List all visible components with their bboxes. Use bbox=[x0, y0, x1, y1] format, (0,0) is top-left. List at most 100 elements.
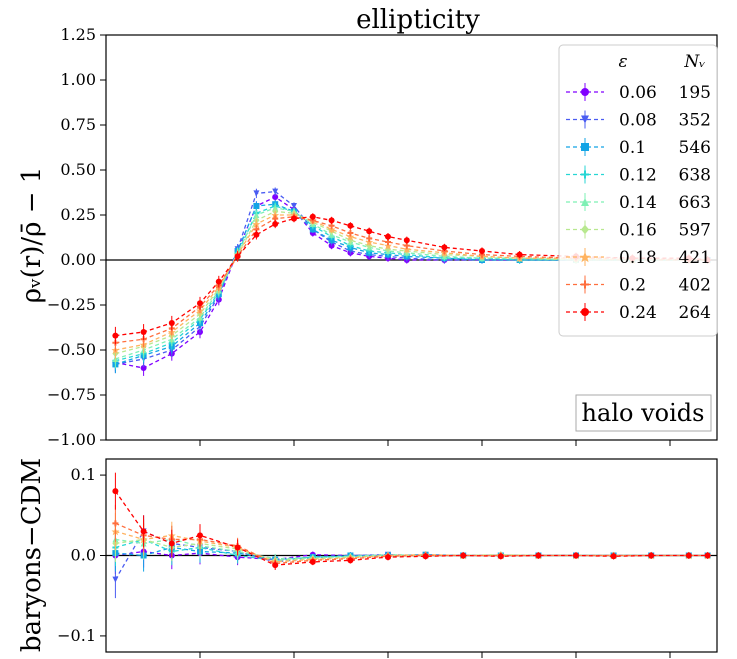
legend-eps: 0.06 bbox=[619, 83, 657, 103]
legend-n: 195 bbox=[679, 83, 711, 103]
annotation-text: halo voids bbox=[582, 399, 705, 427]
data-point bbox=[573, 552, 579, 559]
legend-n: 352 bbox=[679, 111, 711, 131]
data-point bbox=[648, 552, 655, 559]
data-point bbox=[112, 576, 119, 583]
bottom-y-axis-label: baryons−CDM bbox=[17, 458, 47, 652]
data-point bbox=[215, 278, 222, 285]
data-point bbox=[291, 215, 297, 222]
legend-marker bbox=[581, 88, 589, 96]
legend-eps: 0.08 bbox=[619, 111, 657, 131]
data-point bbox=[385, 554, 391, 561]
legend-marker bbox=[581, 224, 589, 235]
legend-entry: 0.18 421 bbox=[566, 248, 711, 268]
chart-title: ellipticity bbox=[356, 5, 480, 35]
data-point bbox=[112, 332, 119, 339]
y-tick-label: 1.25 bbox=[60, 25, 96, 44]
y-tick-label: −0.75 bbox=[47, 385, 96, 404]
legend-marker bbox=[581, 280, 589, 289]
data-point bbox=[479, 248, 485, 254]
data-point bbox=[272, 188, 279, 195]
top-y-axis-label: ρᵥ(r)/ρ̄ − 1 bbox=[17, 167, 47, 304]
data-point bbox=[535, 552, 542, 559]
legend-eps: 0.18 bbox=[619, 248, 657, 268]
legend-eps: 0.1 bbox=[619, 138, 646, 158]
data-point bbox=[403, 237, 410, 244]
data-point bbox=[328, 217, 335, 224]
data-point bbox=[197, 532, 203, 539]
data-point bbox=[497, 553, 504, 560]
data-point bbox=[422, 553, 429, 560]
legend-n: 597 bbox=[679, 221, 711, 241]
data-point bbox=[253, 203, 260, 209]
legend-marker bbox=[581, 198, 589, 206]
data-point bbox=[704, 552, 711, 559]
data-point bbox=[272, 562, 279, 569]
data-point bbox=[253, 212, 260, 218]
data-point bbox=[309, 558, 316, 565]
legend-n: 546 bbox=[679, 138, 711, 158]
data-point bbox=[234, 253, 241, 260]
legend-eps: 0.2 bbox=[619, 276, 646, 296]
legend-marker bbox=[581, 308, 589, 316]
data-point bbox=[291, 203, 297, 209]
bottom-y-axis: −0.1 0.0 0.1 bbox=[57, 465, 106, 645]
data-point bbox=[272, 194, 279, 200]
data-point bbox=[347, 557, 354, 564]
y-tick-label: 1.00 bbox=[60, 70, 96, 89]
series-line bbox=[115, 216, 708, 337]
y-tick-label: 0.00 bbox=[60, 250, 96, 269]
legend-n: 402 bbox=[679, 276, 711, 296]
series-line bbox=[115, 530, 708, 563]
y-tick-label: 0.50 bbox=[60, 160, 96, 179]
data-point bbox=[366, 228, 373, 235]
data-point bbox=[516, 251, 523, 258]
data-point bbox=[140, 329, 147, 335]
data-point bbox=[272, 221, 279, 227]
y-tick-label: −0.25 bbox=[47, 295, 96, 314]
series-line bbox=[115, 210, 708, 355]
legend-entry: 0.24 264 bbox=[566, 303, 711, 323]
series-line bbox=[115, 203, 708, 366]
series-line bbox=[115, 214, 708, 351]
legend-entries: 0.06 195 0.08 352 0.1 546 0.12 638 0.14 663 0.16 59… bbox=[566, 83, 711, 323]
data-point bbox=[252, 220, 261, 228]
legend-entry: 0.12 638 bbox=[566, 165, 711, 186]
annotation-box: halo voids bbox=[575, 394, 712, 432]
legend-n: 638 bbox=[679, 166, 711, 186]
legend-eps: 0.14 bbox=[619, 193, 657, 213]
series-line bbox=[115, 216, 708, 344]
data-point bbox=[112, 488, 119, 495]
data-point bbox=[610, 553, 617, 560]
data-point bbox=[253, 231, 260, 238]
legend-n: 421 bbox=[679, 248, 711, 268]
bottom-panel: −0.1 0.0 0.1 baryons−CDM bbox=[17, 458, 718, 658]
legend-marker bbox=[581, 115, 589, 124]
y-tick-label: 0.75 bbox=[60, 115, 96, 134]
bottom-plot-frame bbox=[105, 458, 718, 653]
bottom-x-axis bbox=[199, 652, 671, 658]
y-tick-label: −1.00 bbox=[47, 430, 96, 449]
data-point bbox=[366, 235, 373, 242]
legend-header-n: Nᵥ bbox=[683, 52, 705, 72]
legend-eps: 0.24 bbox=[619, 303, 657, 323]
legend-box bbox=[558, 44, 718, 337]
top-panel: ellipticity −1.00−0.75−0.50−0.250.000.25… bbox=[17, 5, 718, 449]
data-point bbox=[309, 213, 316, 220]
legend-marker bbox=[579, 251, 591, 263]
y-tick-label: −0.1 bbox=[57, 626, 96, 645]
series-line bbox=[115, 205, 708, 362]
annotation-frame bbox=[575, 394, 712, 432]
legend-entry: 0.14 663 bbox=[566, 193, 711, 213]
y-tick-label: 0.25 bbox=[60, 205, 96, 224]
data-point bbox=[385, 233, 391, 240]
data-point bbox=[253, 190, 260, 197]
y-tick-label: 0.1 bbox=[71, 465, 96, 484]
legend-eps: 0.16 bbox=[619, 221, 657, 241]
data-point bbox=[402, 245, 411, 254]
legend-n: 663 bbox=[679, 193, 711, 213]
y-tick-label: −0.50 bbox=[47, 340, 96, 359]
series-line bbox=[114, 490, 708, 566]
legend-marker bbox=[581, 143, 589, 151]
